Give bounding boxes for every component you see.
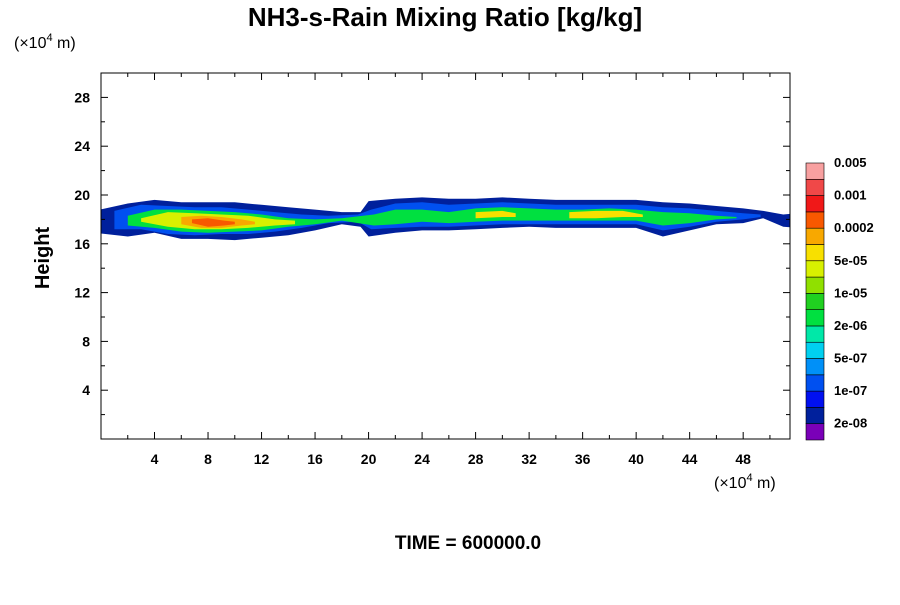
x-axis-unit-exponent: 4 (746, 472, 752, 484)
chart-title: NH3-s-Rain Mixing Ratio [kg/kg] (248, 2, 642, 32)
y-tick-label: 16 (74, 236, 90, 252)
colorbar-swatch (805, 276, 825, 294)
axis-ticks (101, 73, 790, 439)
plot-frame (100, 72, 791, 440)
colorbar-label: 0.001 (834, 188, 867, 203)
x-axis-unit: (×104 m) (714, 472, 776, 492)
colorbar-swatch (805, 325, 825, 343)
colorbar-label: 2e-08 (834, 416, 867, 431)
colorbar-swatch (805, 293, 825, 310)
x-tick-label: 16 (307, 451, 323, 467)
y-tick-label: 8 (82, 333, 90, 349)
time-label: TIME = 600000.0 (395, 533, 541, 554)
colorbar-swatch (805, 211, 825, 229)
x-tick-label: 48 (735, 451, 751, 467)
colorbar-label: 0.005 (834, 155, 867, 170)
colorbar-swatch (805, 195, 825, 213)
colorbar-swatch (805, 374, 825, 392)
y-tick-label: 12 (74, 285, 90, 301)
y-axis-title: Height (32, 227, 54, 290)
colorbar-swatch (805, 227, 825, 245)
colorbar-swatch (805, 178, 825, 196)
colorbar-label: 5e-07 (834, 351, 867, 366)
x-tick-label: 44 (682, 451, 698, 467)
colorbar-swatch (805, 358, 825, 376)
colorbar-swatch (805, 390, 825, 408)
y-tick-label: 28 (74, 89, 90, 105)
x-tick-label: 32 (521, 451, 537, 467)
x-axis-unit-suffix: m) (753, 475, 776, 492)
y-tick-label: 20 (74, 187, 90, 203)
x-tick-label: 28 (468, 451, 484, 467)
x-tick-label: 40 (628, 451, 644, 467)
x-axis-unit-prefix: (×10 (714, 475, 747, 492)
x-tick-label: 24 (414, 451, 430, 467)
plot-area (101, 197, 790, 241)
colorbar-label: 1e-07 (834, 383, 867, 398)
colorbar-swatch (805, 341, 825, 359)
y-axis-unit-suffix: m) (53, 35, 76, 52)
colorbar-swatch (805, 407, 825, 425)
colorbar-swatch (805, 162, 825, 180)
colorbar-swatch (805, 260, 825, 278)
colorbar-swatch (805, 309, 825, 327)
x-tick-label: 8 (204, 451, 212, 467)
colorbar-label: 2e-06 (834, 318, 867, 333)
contour-band-4 (475, 210, 516, 219)
y-axis-unit-prefix: (×10 (14, 35, 47, 52)
y-tick-label: 4 (82, 382, 90, 398)
contour-band-7 (192, 218, 235, 227)
x-tick-label: 4 (151, 451, 159, 467)
y-axis-unit-exponent: 4 (46, 32, 52, 44)
colorbar-label: 1e-05 (834, 285, 867, 300)
x-tick-label: 12 (254, 451, 270, 467)
contour-band-5 (569, 210, 643, 219)
colorbar-swatch (805, 244, 825, 262)
y-axis-unit: (×104 m) (14, 32, 76, 52)
x-tick-label: 20 (361, 451, 377, 467)
colorbar-label: 0.0002 (834, 220, 874, 235)
x-tick-label: 36 (575, 451, 591, 467)
colorbar-label: 5e-05 (834, 253, 867, 268)
colorbar-swatch (805, 423, 825, 441)
colorbar: 2e-08 1e-07 5e-07 2e-06 1e-05 5e-05 0.0002 0.00… (805, 155, 874, 441)
y-tick-label: 24 (74, 138, 90, 154)
